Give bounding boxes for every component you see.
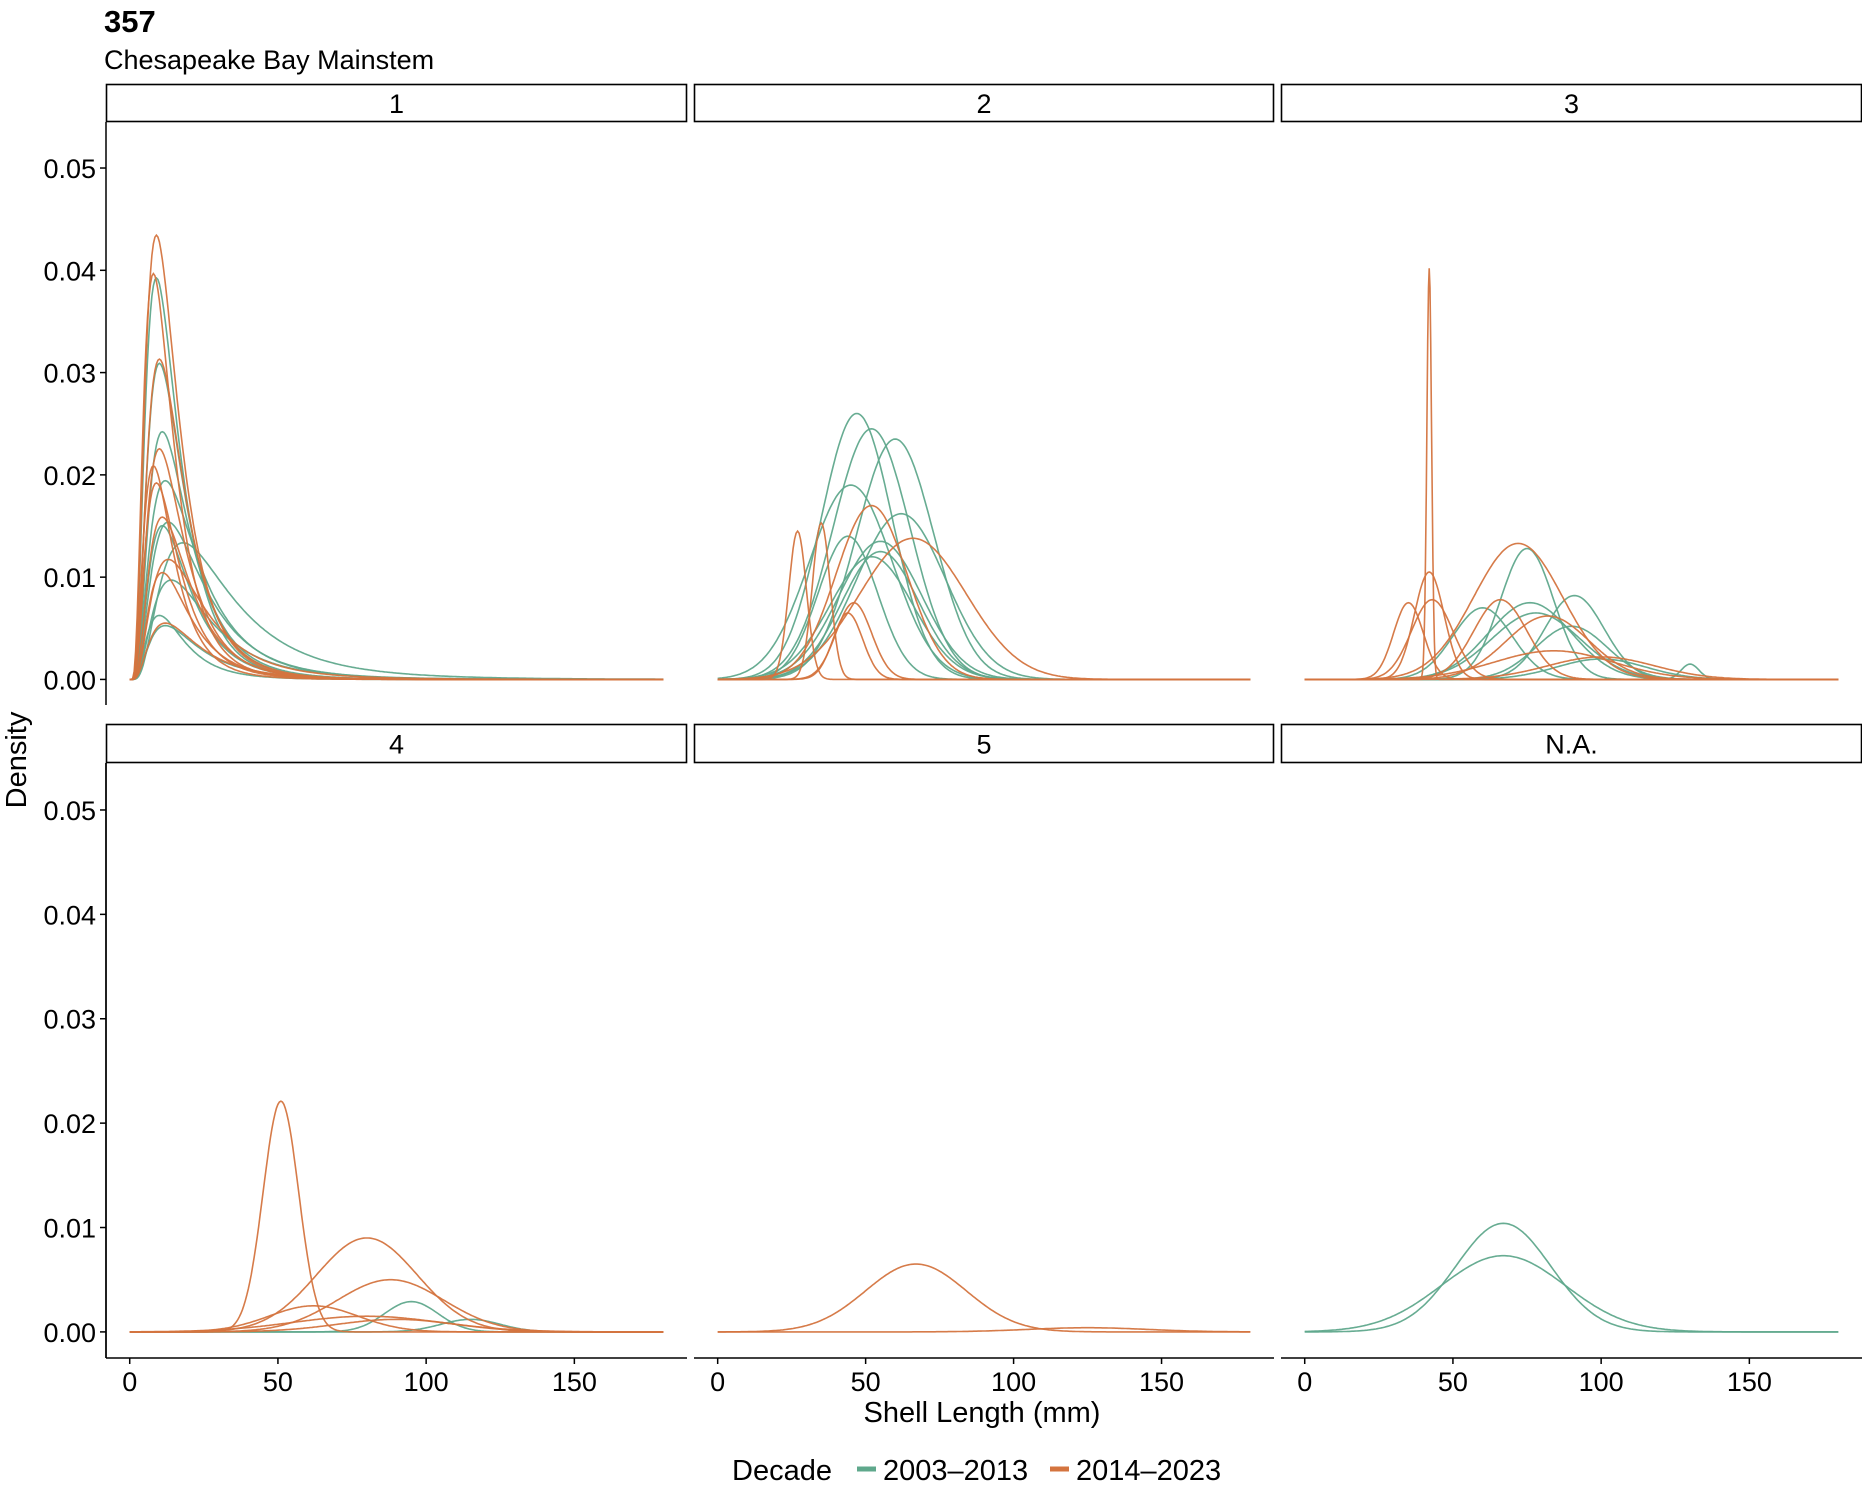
facet-curves: [717, 1263, 1251, 1333]
y-tick-label: 0.03: [43, 1005, 96, 1035]
y-axis-label: Density: [1, 711, 33, 808]
x-tick-label: 100: [991, 1367, 1036, 1397]
density-curve-2014-2023: [1304, 268, 1839, 681]
density-curve-2014-2023: [717, 537, 1251, 681]
facet-strip-label: 5: [976, 730, 991, 760]
y-tick-label: 0.01: [43, 1214, 96, 1244]
y-tick-label: 0.01: [43, 563, 96, 593]
facet-strip-label: 2: [976, 89, 991, 119]
density-curve-2014-2023: [717, 612, 1251, 681]
facet-curves: [129, 233, 664, 681]
x-tick-label: 0: [710, 1367, 725, 1397]
chart-title: 357: [104, 4, 156, 39]
density-curve-2003-2013: [717, 427, 1251, 681]
density-curve-2003-2013: [717, 438, 1251, 681]
density-curve-2014-2023: [129, 464, 664, 681]
x-tick-label: 150: [1139, 1367, 1184, 1397]
density-curve-2014-2023: [717, 529, 1251, 681]
y-tick-label: 0.05: [43, 796, 96, 826]
y-tick-label: 0.02: [43, 1109, 96, 1139]
facet-panels: 1 0.00 0.01 0.02 0.03 0.04 0.05 2 3 4 0.00 0.01 0.02…: [43, 83, 1862, 1397]
x-tick-label: 150: [1727, 1367, 1772, 1397]
density-curve-2014-2023: [1304, 656, 1839, 681]
x-tick-label: 50: [851, 1367, 881, 1397]
density-curve-2014-2023: [129, 358, 664, 681]
legend: Decade 2003–2013 2014–2023: [732, 1455, 1221, 1486]
density-curve-2003-2013: [1304, 606, 1839, 681]
facet-panel-3: 3: [1280, 83, 1862, 681]
x-tick-label: 0: [1297, 1367, 1312, 1397]
density-curve-2003-2013: [717, 535, 1251, 681]
density-curve-2014-2023: [129, 1315, 664, 1333]
facet-panel-4: 4 0.00 0.01 0.02 0.03 0.04 0.05 0 50 100 150: [43, 723, 688, 1397]
legend-label-2014-2023: 2014–2023: [1076, 1455, 1221, 1486]
y-tick-label: 0.00: [43, 665, 96, 695]
x-tick-label: 50: [263, 1367, 293, 1397]
density-curve-2014-2023: [129, 622, 664, 681]
x-tick-label: 0: [122, 1367, 137, 1397]
facet-curves: [1304, 1222, 1839, 1333]
facet-curves: [1304, 268, 1839, 681]
facet-strip: [1280, 723, 1862, 764]
density-curve-2003-2013: [1304, 1254, 1839, 1333]
density-curve-2014-2023: [1304, 649, 1839, 681]
legend-title: Decade: [732, 1455, 832, 1486]
x-tick-label: 100: [1579, 1367, 1624, 1397]
density-curve-2014-2023: [129, 233, 664, 681]
density-curve-2003-2013: [129, 479, 664, 681]
y-tick-label: 0.03: [43, 359, 96, 389]
x-tick-label: 100: [404, 1367, 449, 1397]
facet-panel-5: 50 50 100 150: [693, 723, 1275, 1397]
density-curve-2014-2023: [717, 521, 1251, 681]
facet-strip: [105, 723, 688, 764]
density-curve-2003-2013: [129, 541, 664, 681]
y-tick-label: 0.04: [43, 256, 96, 286]
facet-panel-6: N.A. 0 50 100 150: [1280, 723, 1862, 1397]
density-curve-2014-2023: [129, 481, 664, 681]
facet-strip-label: N.A.: [1545, 730, 1598, 760]
y-tick-label: 0.02: [43, 461, 96, 491]
facet-panel-2: 2: [693, 83, 1275, 681]
legend-label-2003-2013: 2003–2013: [883, 1455, 1028, 1486]
facet-curves: [717, 412, 1251, 681]
facet-strip: [693, 723, 1275, 764]
density-curve-2014-2023: [717, 1326, 1251, 1333]
facet-curves: [129, 1100, 664, 1333]
x-axis-label: Shell Length (mm): [864, 1397, 1101, 1429]
x-tick-label: 150: [552, 1367, 597, 1397]
y-tick-label: 0.00: [43, 1318, 96, 1348]
facet-strip-label: 4: [389, 730, 404, 760]
density-curve-2003-2013: [1304, 1222, 1839, 1333]
density-curve-2014-2023: [129, 1100, 664, 1333]
facet-panel-1: 1 0.00 0.01 0.02 0.03 0.04 0.05: [43, 83, 688, 705]
facet-strip-label: 3: [1564, 89, 1579, 119]
density-curve-2014-2023: [717, 1263, 1251, 1333]
density-curve-2003-2013: [129, 362, 664, 681]
facet-strip: [1280, 83, 1862, 123]
x-tick-label: 50: [1438, 1367, 1468, 1397]
facet-strip-label: 1: [389, 89, 404, 119]
facet-strip: [693, 83, 1275, 123]
density-curve-2014-2023: [129, 1318, 664, 1333]
facet-strip: [105, 83, 688, 123]
density-curve-2003-2013: [1304, 658, 1839, 681]
density-curve-2003-2013: [1304, 594, 1839, 681]
chart-subtitle: Chesapeake Bay Mainstem: [104, 45, 434, 75]
y-tick-label: 0.04: [43, 900, 96, 930]
y-tick-label: 0.05: [43, 154, 96, 184]
